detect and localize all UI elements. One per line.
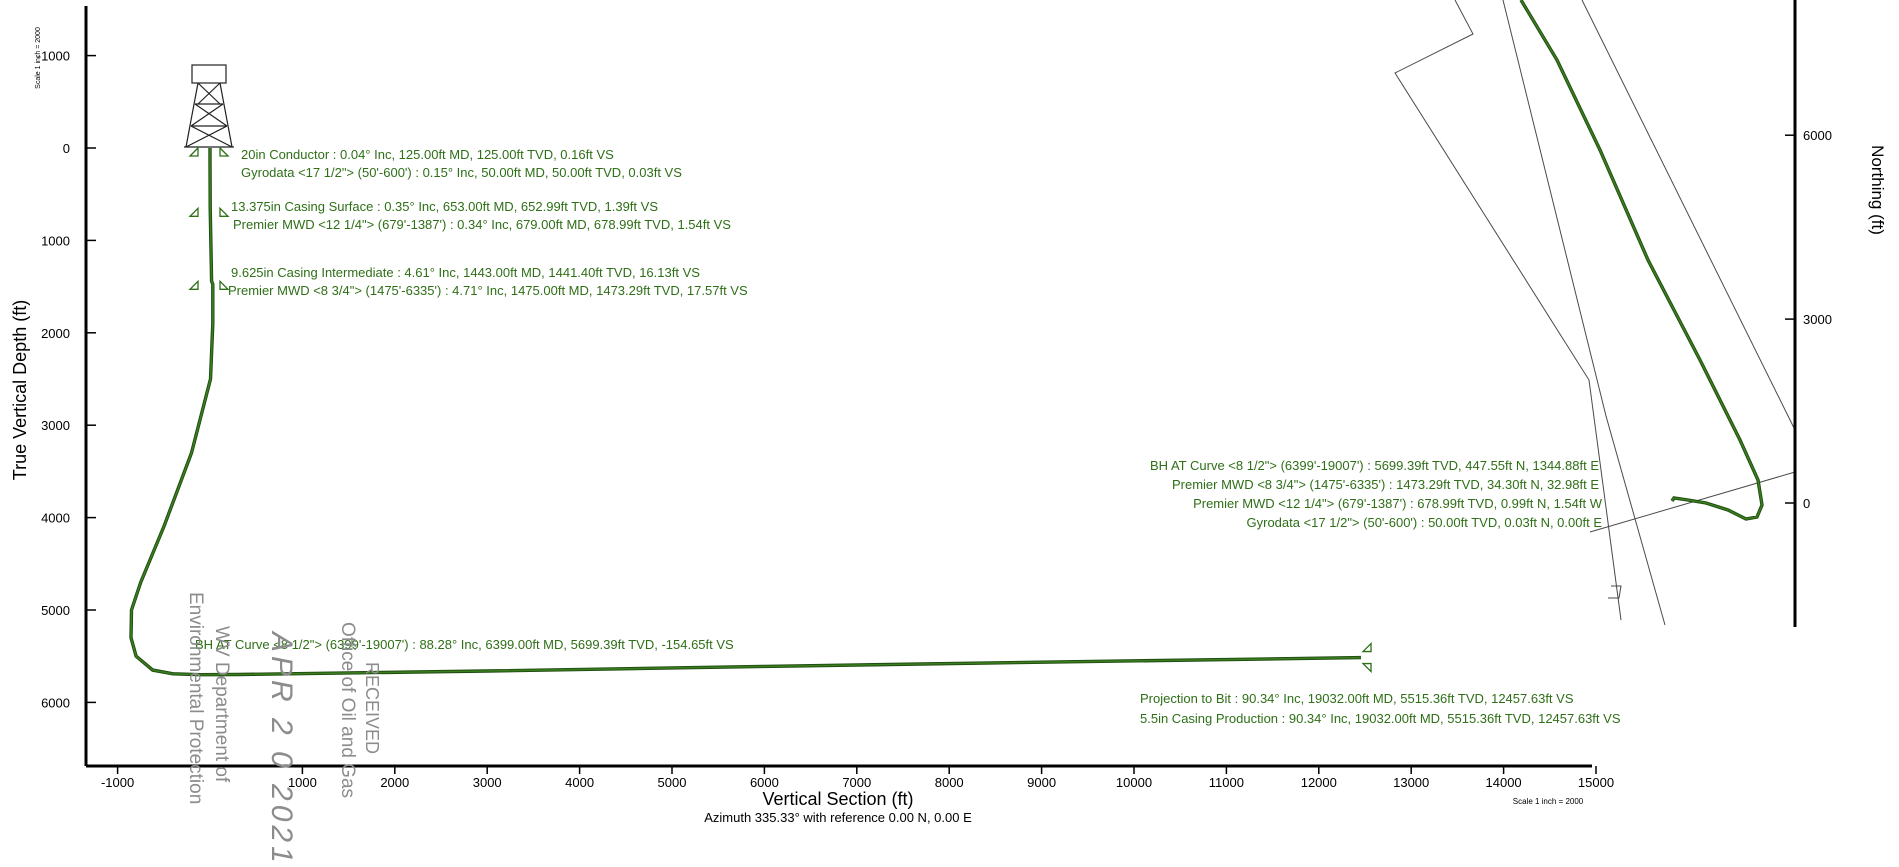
x-tick-label: 6000 bbox=[750, 775, 779, 790]
northing-ticks: 0 3000 6000 bbox=[1785, 128, 1832, 511]
plan-annotation-bh-curve: BH AT Curve <8 1/2"> (6399'-19007') : 56… bbox=[1150, 458, 1599, 473]
x-tick-label: 5000 bbox=[658, 775, 687, 790]
casing-marker-left bbox=[188, 146, 199, 157]
x-axis-subtitle: Azimuth 335.33° with reference 0.00 N, 0… bbox=[704, 810, 972, 825]
northing-tick-label: 0 bbox=[1803, 496, 1810, 511]
x-axis-title: Vertical Section (ft) bbox=[762, 789, 913, 809]
vs-axes bbox=[84, 6, 1592, 768]
x-tick-label: 12000 bbox=[1301, 775, 1337, 790]
x-tick-label: -1000 bbox=[101, 775, 134, 790]
scale-label-top: Scale 1 inch = 2000 bbox=[35, 27, 42, 89]
northing-tick-label: 6000 bbox=[1803, 128, 1832, 143]
y-tick-label: 6000 bbox=[41, 695, 70, 710]
casing-marker-right bbox=[219, 146, 230, 157]
drilling-rig-icon bbox=[184, 64, 234, 148]
lease-boundary bbox=[1394, 0, 1796, 626]
well-path bbox=[130, 148, 1362, 676]
casing-marker-right bbox=[219, 279, 230, 290]
vs-annotations: 20in Conductor : 0.04° Inc, 125.00ft MD,… bbox=[195, 147, 1621, 726]
y-axis-title: True Vertical Depth (ft) bbox=[10, 300, 30, 480]
y-tick-label: 2000 bbox=[41, 326, 70, 341]
casing-marker-top bbox=[1361, 642, 1372, 653]
casing-marker-right bbox=[219, 206, 230, 217]
x-tick-label: 7000 bbox=[842, 775, 871, 790]
annotation-conductor: 20in Conductor : 0.04° Inc, 125.00ft MD,… bbox=[241, 147, 614, 162]
x-tick-label: 15000 bbox=[1578, 775, 1614, 790]
annotation-bh-curve: BH AT Curve <8 1/2"> (6399'-19007') : 88… bbox=[195, 637, 734, 652]
plan-annotations: BH AT Curve <8 1/2"> (6399'-19007') : 56… bbox=[1150, 458, 1603, 530]
casing-markers bbox=[188, 146, 1372, 674]
scale-label-bottom: Scale 1 inch = 2000 bbox=[1513, 797, 1584, 806]
lease-boundary-line bbox=[1394, 0, 1622, 621]
annotation-gyrodata: Gyrodata <17 1/2"> (50'-600') : 0.15° In… bbox=[241, 165, 682, 180]
plan-annotation-premier-mwd-8: Premier MWD <8 3/4"> (1475'-6335') : 147… bbox=[1172, 477, 1599, 492]
annotation-projection-to-bit: Projection to Bit : 90.34° Inc, 19032.00… bbox=[1140, 691, 1574, 706]
x-tick-label: 3000 bbox=[473, 775, 502, 790]
y-tick-label: 4000 bbox=[41, 511, 70, 526]
annotation-premier-mwd-8: Premier MWD <8 3/4"> (1475'-6335') : 4.7… bbox=[228, 283, 748, 298]
casing-marker-left bbox=[188, 279, 199, 290]
lease-boundary-line bbox=[1608, 585, 1622, 599]
annotation-premier-mwd-12: Premier MWD <12 1/4"> (679'-1387') : 0.3… bbox=[233, 217, 731, 232]
y-tick-label: 3000 bbox=[41, 418, 70, 433]
y-tick-label: -1000 bbox=[37, 49, 70, 64]
x-tick-label: 1000 bbox=[288, 775, 317, 790]
annotation-production-casing: 5.5in Casing Production : 90.34° Inc, 19… bbox=[1140, 711, 1621, 726]
plan-annotation-gyrodata: Gyrodata <17 1/2"> (50'-600') : 50.00ft … bbox=[1247, 515, 1603, 530]
northing-tick-label: 3000 bbox=[1803, 312, 1832, 327]
lease-boundary-line bbox=[1581, 0, 1796, 431]
y-tick-label: 0 bbox=[63, 141, 70, 156]
x-tick-label: 14000 bbox=[1486, 775, 1522, 790]
x-tick-label: 10000 bbox=[1116, 775, 1152, 790]
lease-boundary-line bbox=[1502, 0, 1666, 626]
plan-well-path-outline bbox=[1519, 0, 1764, 521]
casing-marker-left bbox=[188, 206, 199, 217]
x-tick-label: 13000 bbox=[1393, 775, 1429, 790]
y-tick-label: 1000 bbox=[41, 233, 70, 248]
x-tick-label: 4000 bbox=[565, 775, 594, 790]
well-survey-plot: -1000 1000 2000 3000 4000 5000 6000 7000 8000 900… bbox=[10, 0, 1887, 825]
northing-axis-title: Northing (ft) bbox=[1868, 145, 1887, 235]
casing-marker-bottom bbox=[1361, 662, 1372, 674]
plan-annotation-premier-mwd-12: Premier MWD <12 1/4"> (679'-1387') : 678… bbox=[1193, 496, 1603, 511]
plan-well-path bbox=[1520, 0, 1763, 520]
x-tick-label: 2000 bbox=[380, 775, 409, 790]
y-ticks: -1000 0 1000 2000 3000 4000 5000 6000 bbox=[37, 49, 96, 710]
x-ticks: -1000 1000 2000 3000 4000 5000 6000 7000 8000 900… bbox=[101, 766, 1614, 790]
x-tick-label: 11000 bbox=[1209, 775, 1244, 790]
annotation-surface-casing: 13.375in Casing Surface : 0.35° Inc, 653… bbox=[231, 199, 658, 214]
annotation-intermediate-casing: 9.625in Casing Intermediate : 4.61° Inc,… bbox=[231, 265, 700, 280]
x-tick-label: 9000 bbox=[1027, 775, 1056, 790]
x-tick-label: 8000 bbox=[935, 775, 964, 790]
y-tick-label: 5000 bbox=[41, 603, 70, 618]
